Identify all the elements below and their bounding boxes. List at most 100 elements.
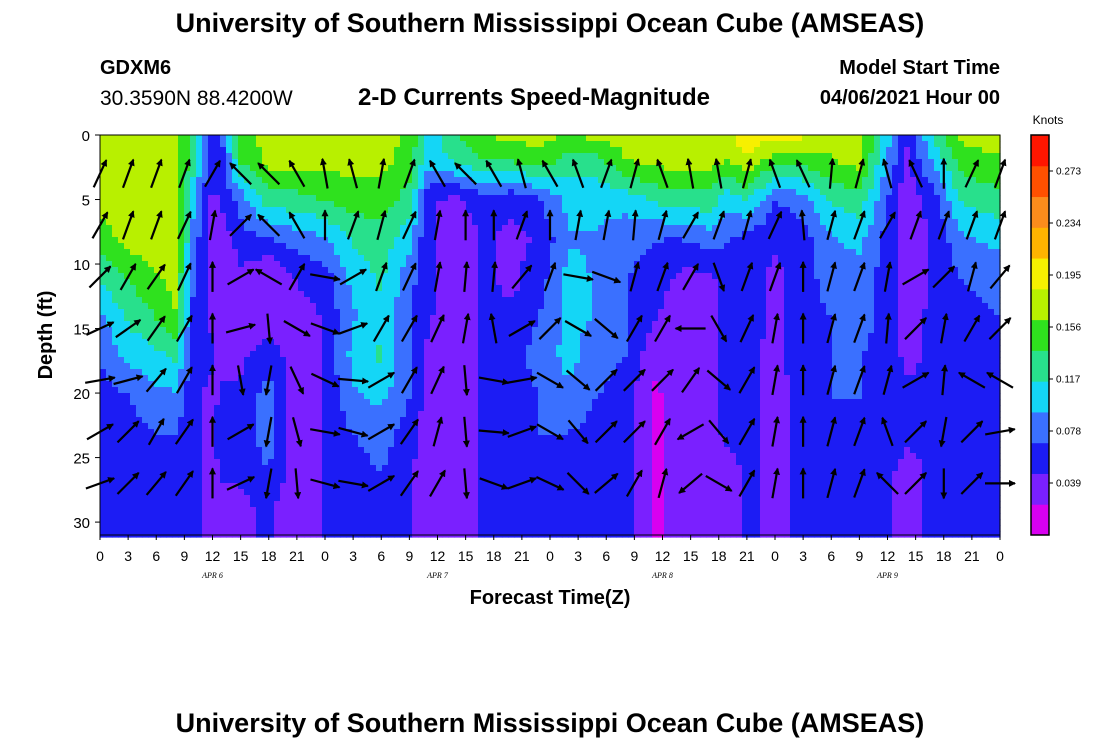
heatmap-cell (526, 519, 533, 526)
heatmap-cell (424, 243, 431, 250)
heatmap-cell (442, 507, 449, 514)
heatmap-cell (358, 177, 365, 184)
heatmap-cell (388, 405, 395, 412)
heatmap-cell (142, 507, 149, 514)
heatmap-cell (166, 225, 173, 232)
heatmap-cell (328, 501, 335, 508)
heatmap-cell (112, 189, 119, 196)
heatmap-cell (196, 195, 203, 202)
heatmap-cell (166, 183, 173, 190)
heatmap-cell (346, 519, 353, 526)
heatmap-cell (412, 279, 419, 286)
heatmap-cell (394, 387, 401, 394)
heatmap-cell (124, 195, 131, 202)
heatmap-cell (178, 519, 185, 526)
heatmap-cell (400, 135, 407, 142)
heatmap-cell (418, 363, 425, 370)
heatmap-cell (154, 297, 161, 304)
heatmap-cell (334, 399, 341, 406)
heatmap-cell (352, 477, 359, 484)
heatmap-cell (118, 363, 125, 370)
heatmap-cell (400, 255, 407, 262)
heatmap-cell (310, 159, 317, 166)
heatmap-cell (544, 237, 551, 244)
heatmap-cell (394, 261, 401, 268)
heatmap-cell (160, 441, 167, 448)
heatmap-cell (478, 303, 485, 310)
heatmap-cell (520, 363, 527, 370)
heatmap-cell (340, 519, 347, 526)
heatmap-cell (220, 327, 227, 334)
heatmap-cell (424, 285, 431, 292)
heatmap-cell (364, 435, 371, 442)
heatmap-cell (214, 465, 221, 472)
heatmap-cell (232, 525, 239, 532)
heatmap-cell (508, 357, 515, 364)
heatmap-cell (352, 327, 359, 334)
heatmap-cell (448, 255, 455, 262)
heatmap-cell (478, 309, 485, 316)
heatmap-cell (520, 459, 527, 466)
heatmap-cell (190, 237, 197, 244)
heatmap-cell (262, 507, 269, 514)
heatmap-cell (166, 381, 173, 388)
heatmap-cell (166, 195, 173, 202)
heatmap-cell (358, 135, 365, 142)
heatmap-cell (418, 369, 425, 376)
heatmap-cell (376, 465, 383, 472)
heatmap-cell (280, 201, 287, 208)
heatmap-cell (202, 261, 209, 268)
heatmap-cell (262, 297, 269, 304)
heatmap-cell (406, 435, 413, 442)
heatmap-cell (274, 249, 281, 256)
heatmap-cell (292, 333, 299, 340)
heatmap-cell (526, 303, 533, 310)
heatmap-cell (496, 303, 503, 310)
heatmap-cell (208, 477, 215, 484)
heatmap-cell (310, 417, 317, 424)
heatmap-cell (538, 387, 545, 394)
heatmap-cell (268, 237, 275, 244)
heatmap-cell (292, 381, 299, 388)
heatmap-cell (112, 483, 119, 490)
heatmap-cell (358, 513, 365, 520)
heatmap-cell (364, 369, 371, 376)
heatmap-cell (184, 495, 191, 502)
heatmap-cell (376, 441, 383, 448)
heatmap-cell (220, 501, 227, 508)
heatmap-cell (514, 399, 521, 406)
heatmap-cell (178, 417, 185, 424)
heatmap-cell (454, 501, 461, 508)
heatmap-cell (352, 147, 359, 154)
heatmap-cell (100, 273, 107, 280)
heatmap-cell (526, 195, 533, 202)
heatmap-cell (178, 321, 185, 328)
heatmap-cell (280, 453, 287, 460)
heatmap-cell (478, 507, 485, 514)
heatmap-cell (484, 177, 491, 184)
heatmap-cell (358, 531, 365, 538)
heatmap-cell (274, 375, 281, 382)
heatmap-cell (304, 225, 311, 232)
heatmap-cell (460, 219, 467, 226)
heatmap-cell (544, 315, 551, 322)
heatmap-cell (202, 231, 209, 238)
heatmap-cell (286, 303, 293, 310)
heatmap-cell (160, 321, 167, 328)
heatmap-cell (340, 417, 347, 424)
heatmap-cell (334, 165, 341, 172)
heatmap-cell (394, 201, 401, 208)
heatmap-cell (208, 429, 215, 436)
heatmap-cell (250, 201, 257, 208)
heatmap-cell (220, 417, 227, 424)
heatmap-cell (178, 303, 185, 310)
heatmap-cell (196, 453, 203, 460)
heatmap-cell (106, 147, 113, 154)
heatmap-cell (178, 507, 185, 514)
heatmap-cell (124, 183, 131, 190)
heatmap-cell (526, 447, 533, 454)
heatmap-cell (328, 159, 335, 166)
heatmap-cell (502, 405, 509, 412)
heatmap-cell (208, 297, 215, 304)
heatmap-cell (244, 135, 251, 142)
